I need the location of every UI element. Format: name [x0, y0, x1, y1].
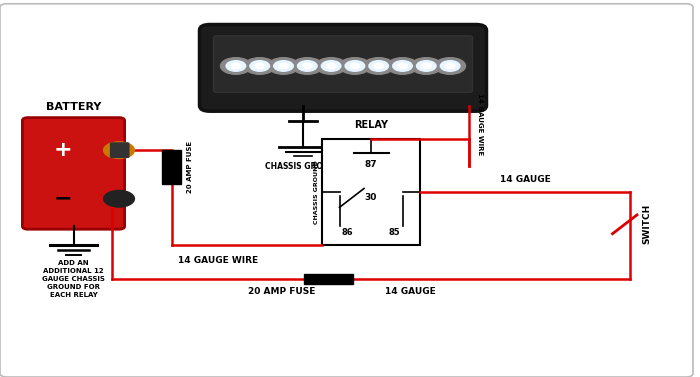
Circle shape: [340, 58, 370, 74]
Circle shape: [345, 61, 365, 71]
FancyBboxPatch shape: [214, 36, 473, 92]
Circle shape: [416, 61, 436, 71]
Circle shape: [387, 58, 418, 74]
Circle shape: [274, 61, 293, 71]
Circle shape: [363, 58, 394, 74]
Circle shape: [398, 63, 407, 69]
Circle shape: [226, 61, 246, 71]
Circle shape: [302, 63, 312, 69]
Circle shape: [255, 63, 265, 69]
Text: 14 GAUGE WIRE: 14 GAUGE WIRE: [178, 256, 258, 265]
Text: 14 GAUGE WIRE: 14 GAUGE WIRE: [477, 93, 484, 156]
Circle shape: [393, 61, 412, 71]
Text: ADD AN
ADDITIONAL 12
GAUGE CHASSIS
GROUND FOR
EACH RELAY: ADD AN ADDITIONAL 12 GAUGE CHASSIS GROUN…: [42, 260, 105, 298]
FancyBboxPatch shape: [199, 25, 486, 111]
Text: 86: 86: [342, 228, 354, 237]
Text: CHASSIS GROUND: CHASSIS GROUND: [265, 162, 342, 171]
Bar: [304, 274, 354, 284]
FancyBboxPatch shape: [22, 118, 125, 229]
Circle shape: [435, 58, 466, 74]
Circle shape: [321, 61, 341, 71]
Text: −: −: [53, 189, 72, 209]
Text: RELAY: RELAY: [354, 120, 388, 130]
Bar: [162, 150, 181, 184]
Text: BATTERY: BATTERY: [46, 102, 102, 112]
Circle shape: [250, 61, 270, 71]
Bar: [322, 139, 420, 245]
Circle shape: [316, 58, 346, 74]
Circle shape: [445, 63, 455, 69]
Circle shape: [292, 58, 323, 74]
Circle shape: [298, 61, 317, 71]
Circle shape: [104, 190, 134, 207]
Circle shape: [104, 142, 134, 158]
Text: 30: 30: [365, 193, 377, 202]
Text: 14 GAUGE: 14 GAUGE: [385, 287, 435, 296]
Text: 85: 85: [389, 228, 400, 237]
Circle shape: [220, 58, 251, 74]
Text: +: +: [53, 140, 72, 160]
Text: 14 GAUGE: 14 GAUGE: [500, 175, 550, 184]
Circle shape: [326, 63, 336, 69]
Circle shape: [440, 61, 460, 71]
Circle shape: [350, 63, 360, 69]
Circle shape: [244, 58, 275, 74]
Text: SWITCH: SWITCH: [643, 204, 652, 244]
Text: 20 AMP FUSE: 20 AMP FUSE: [248, 287, 315, 296]
Circle shape: [268, 58, 299, 74]
FancyBboxPatch shape: [110, 142, 130, 158]
Circle shape: [369, 61, 389, 71]
Text: 20 AMP FUSE: 20 AMP FUSE: [187, 141, 193, 193]
Text: CHASSIS GROUND: CHASSIS GROUND: [314, 160, 318, 224]
Circle shape: [411, 58, 442, 74]
Circle shape: [279, 63, 288, 69]
Circle shape: [374, 63, 384, 69]
Text: 87: 87: [365, 160, 377, 169]
Circle shape: [231, 63, 241, 69]
FancyBboxPatch shape: [0, 4, 693, 377]
Circle shape: [421, 63, 431, 69]
